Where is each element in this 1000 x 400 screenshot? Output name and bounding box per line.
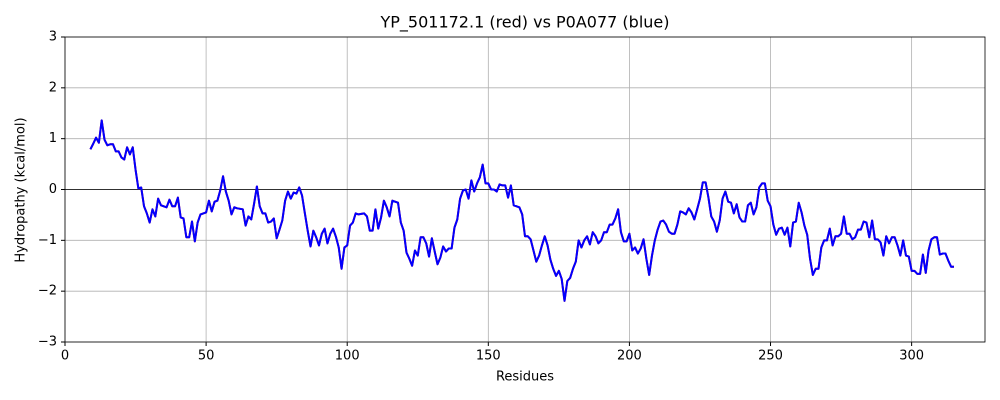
plot-frame (64, 36, 986, 343)
x-tick-label: 250 (758, 349, 783, 364)
x-tick-label: 300 (899, 349, 924, 364)
y-tick-label: 0 (49, 182, 57, 197)
y-tick-label: 2 (49, 80, 57, 95)
y-tick-label: −3 (38, 335, 57, 350)
y-axis-label: Hydropathy (kcal/mol) (14, 117, 29, 262)
x-tick-label: 100 (335, 349, 360, 364)
y-tick-label: −2 (38, 284, 57, 299)
y-tick-label: 3 (49, 30, 57, 45)
x-tick-label: 0 (61, 349, 69, 364)
x-tick-label: 200 (617, 349, 642, 364)
chart-title: YP_501172.1 (red) vs P0A077 (blue) (379, 13, 669, 33)
y-tick-label: 1 (49, 131, 57, 146)
x-axis-label: Residues (496, 370, 554, 385)
x-tick-label: 50 (198, 349, 215, 364)
data-line (89, 119, 954, 302)
y-tick-label: −1 (38, 233, 57, 248)
x-tick-label: 150 (476, 349, 501, 364)
